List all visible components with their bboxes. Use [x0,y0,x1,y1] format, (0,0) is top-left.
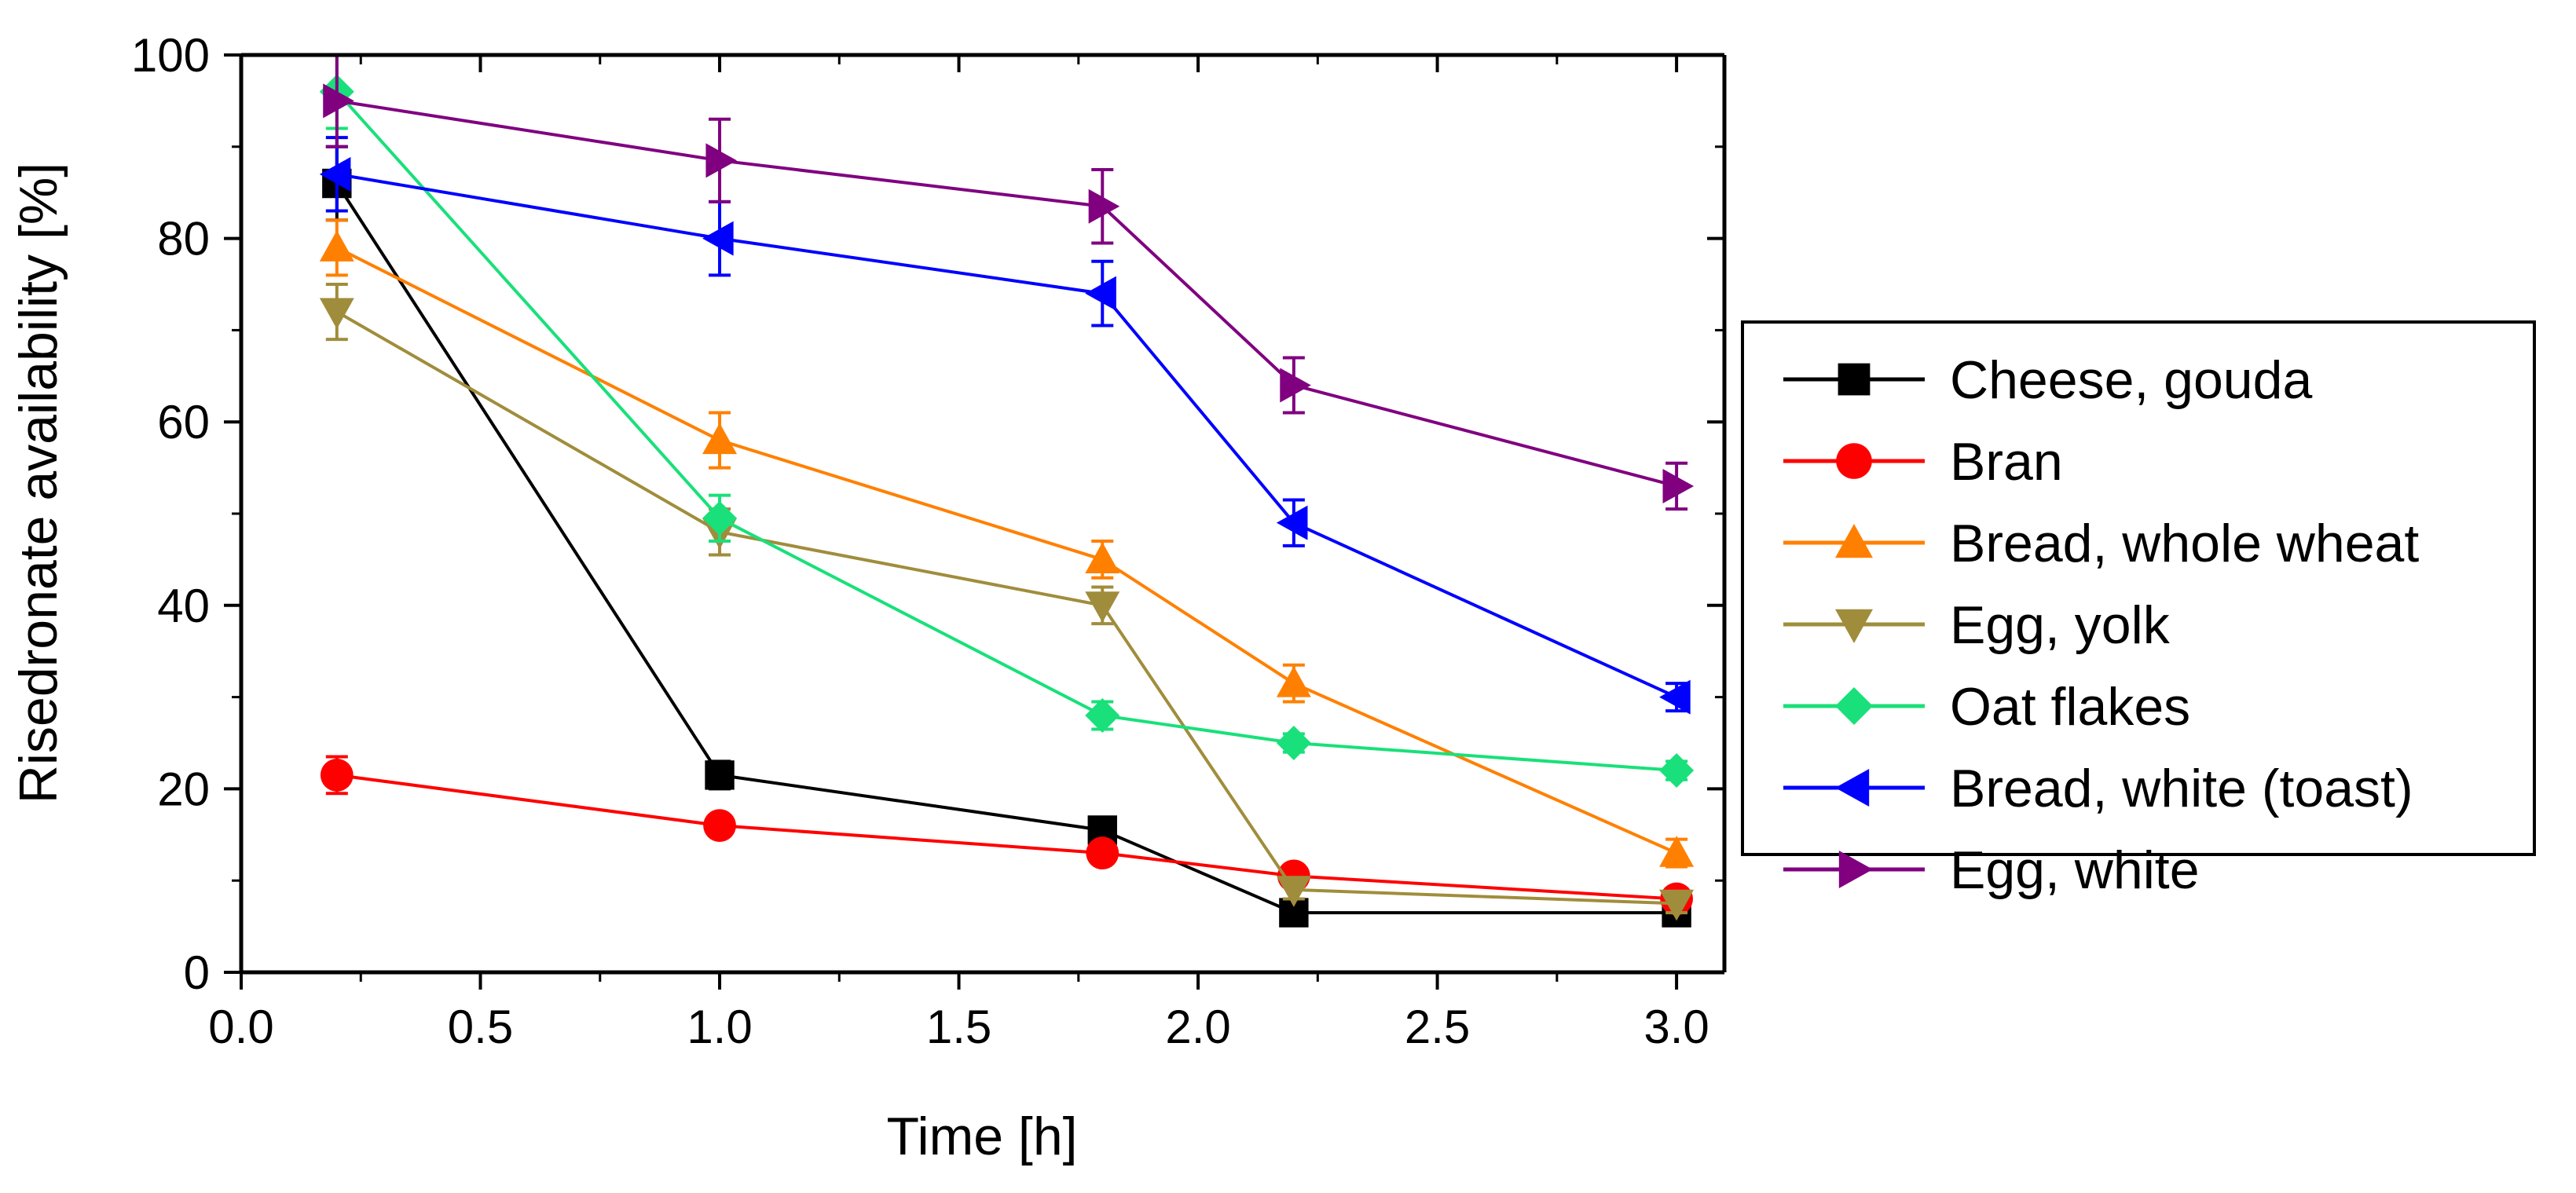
legend-box [1741,320,2536,856]
y-tick-label: 40 [157,580,210,632]
legend-label: Bran [1950,432,2063,492]
series-bread-white-toast [319,136,1691,715]
data-point [319,298,354,330]
x-tick-label: 1.0 [687,1001,752,1053]
x-axis-title: Time [h] [886,1107,1077,1166]
legend-label: Egg, white [1950,840,2200,900]
data-point [702,221,734,256]
legend-item: Bread, white (toast) [1783,759,2413,818]
series-line [336,172,1677,699]
ticks-layer: 0.0 0.5 1.0 1.5 2.0 2.5 3.0 0 20 40 60 80 100 [131,29,1724,1053]
legend-label: Bread, whole wheat [1950,514,2419,573]
series-bread-whole-wheat [319,218,1695,869]
data-point [319,230,354,262]
data-point [1088,188,1120,224]
series-cheese-gouda [322,145,1691,928]
data-point [1659,753,1695,789]
legend-swatch-marker [1838,851,1873,888]
series-egg-white [323,53,1695,511]
data-point [1659,889,1695,921]
data-point [319,156,351,192]
data-point [1086,836,1119,870]
series-line [335,310,1677,906]
legend-label: Egg, yolk [1950,595,2171,655]
data-point [1085,697,1120,733]
data-point [323,83,354,119]
legend-item: Bran [1783,432,2063,492]
legend-label: Oat flakes [1950,677,2190,737]
series-layer [319,53,1695,928]
y-tick-label: 60 [157,396,210,448]
legend-item: Oat flakes [1783,677,2190,737]
data-point [703,809,736,843]
data-point [1085,276,1116,311]
x-tick-label: 1.5 [926,1001,991,1053]
data-point [1085,591,1120,623]
data-point [320,758,354,792]
legend-item: Bread, whole wheat [1783,514,2419,573]
data-point [1276,505,1308,540]
data-point [1280,368,1311,403]
x-tick-label: 2.5 [1405,1001,1470,1053]
legend-swatch-marker [1836,443,1872,479]
data-point [1276,876,1311,907]
data-point [1276,666,1311,697]
data-point [1276,726,1311,760]
legend-swatch-marker [1838,363,1871,396]
series-line [335,182,1677,915]
series-bran [320,755,1693,916]
y-tick-label: 80 [157,213,210,265]
x-tick-label: 3.0 [1643,1001,1709,1053]
legend-label: Bread, white (toast) [1950,759,2413,818]
data-point [702,500,738,536]
legend: Cheese, gouda Bran Bread, whole wheat Egg, … [1741,320,2536,900]
x-tick-label: 0.0 [208,1001,273,1053]
data-point [702,423,738,455]
legend-item: Egg, yolk [1783,595,2171,655]
series-line [335,246,1677,854]
data-point [1662,468,1695,503]
y-axis-title: Risedronate availability [%] [9,163,68,803]
legend-swatch-marker [1835,687,1873,725]
y-tick-label: 100 [131,29,210,82]
y-tick-label: 0 [184,946,210,999]
legend-swatch-marker [1835,769,1870,807]
data-point [1659,679,1691,715]
x-tick-label: 0.5 [448,1001,513,1053]
x-tick-label: 2.0 [1165,1001,1230,1053]
legend-items: Cheese, gouda Bran Bread, whole wheat Egg, … [1783,350,2419,900]
data-point [1085,542,1120,573]
series-egg-yolk [319,283,1695,921]
legend-swatch-marker [1835,524,1873,558]
legend-swatch-marker [1835,609,1873,643]
y-tick-label: 20 [157,763,210,815]
legend-item: Egg, white [1783,840,2200,900]
legend-label: Cheese, gouda [1950,350,2312,410]
data-point [705,760,735,790]
series-line [336,773,1677,901]
legend-item: Cheese, gouda [1783,350,2312,410]
data-point [705,143,738,178]
data-point [1659,836,1695,867]
